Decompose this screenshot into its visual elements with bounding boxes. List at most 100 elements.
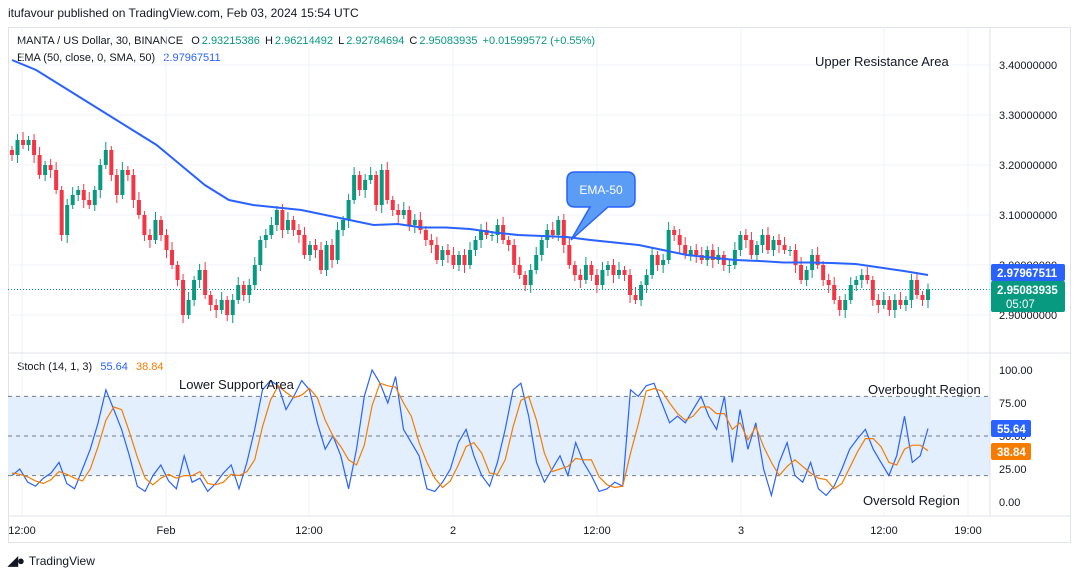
candle-body	[81, 190, 86, 200]
candle-body	[319, 250, 324, 270]
candle-body	[390, 200, 395, 210]
candle-body	[363, 180, 368, 190]
candle-body	[705, 250, 710, 260]
candle-body	[782, 245, 787, 250]
change-value: +0.01599572 (+0.55%)	[482, 35, 596, 47]
price-axis[interactable]: 3.40000000 3.30000000 3.20000000 3.10000000…	[999, 60, 1057, 322]
candle-body	[401, 210, 406, 215]
candle-body	[456, 255, 461, 265]
candle-body	[48, 165, 53, 170]
candle-body	[821, 265, 826, 280]
stoch-label[interactable]: Stoch (14, 1, 3)	[17, 361, 93, 373]
candle-body	[594, 275, 599, 285]
time-tick-label: 2	[450, 525, 456, 537]
candle-body	[506, 240, 511, 245]
candle-body	[65, 205, 70, 235]
candle-body	[70, 195, 75, 205]
candle-body	[225, 300, 230, 315]
ema-label[interactable]: EMA (50, close, 0, SMA, 50)	[17, 52, 156, 64]
candle-body	[473, 240, 478, 250]
candle-body	[396, 210, 401, 215]
candle-body	[59, 190, 64, 235]
high-label: H	[264, 35, 273, 47]
low-label: L	[338, 35, 345, 47]
stoch-k-line	[11, 368, 929, 498]
open-label: O	[191, 35, 200, 47]
candle-body	[120, 170, 125, 195]
candle-body	[777, 240, 782, 245]
overbought-label: Overbought Region	[868, 382, 981, 397]
footer-brand[interactable]: ◢● TradingView	[8, 553, 95, 569]
candle-body	[578, 275, 583, 280]
candle-body	[197, 270, 202, 280]
candle-body	[407, 210, 412, 225]
candle-body	[512, 245, 517, 265]
candle-body	[534, 255, 539, 270]
candle-body	[600, 270, 605, 285]
upper-resistance-label: Upper Resistance Area	[815, 54, 949, 69]
candle-body	[650, 255, 655, 275]
time-axis[interactable]: 12:00 Feb 12:00 2 12:00 3 12:00 19:00	[8, 525, 982, 537]
candle-body	[738, 235, 743, 250]
candle-body	[385, 170, 390, 200]
candle-body	[589, 265, 594, 275]
candle-body	[616, 270, 621, 275]
candle-body	[451, 255, 456, 265]
price-legend: MANTA / US Dollar, 30, BINANCE O 2.932153…	[17, 35, 597, 47]
candle-body	[572, 265, 577, 275]
candle-body	[903, 300, 908, 305]
candle-body	[567, 245, 572, 265]
candle-body	[368, 175, 373, 180]
candle-body	[539, 240, 544, 255]
candle-body	[672, 230, 677, 235]
candle-body	[743, 235, 748, 240]
candle-body	[352, 175, 357, 200]
candle-body	[495, 225, 500, 235]
candle-body	[285, 220, 290, 230]
candle-body	[296, 230, 301, 235]
candle-body	[241, 285, 246, 295]
candle-body	[175, 265, 180, 280]
candle-body	[54, 170, 59, 190]
candle-body	[324, 245, 329, 270]
candle-body	[865, 275, 870, 280]
candle-body	[26, 140, 31, 145]
candle-body	[125, 170, 130, 175]
candle-body	[92, 190, 97, 205]
candle-body	[479, 230, 484, 240]
candle-body	[412, 220, 417, 225]
candle-body	[263, 235, 268, 240]
candle-body	[252, 265, 257, 285]
candle-body	[881, 300, 886, 305]
brand-label: TradingView	[28, 554, 95, 568]
stoch-tick-label: 25.00	[999, 464, 1027, 476]
time-tick-label: 19:00	[954, 525, 982, 537]
candle-body	[694, 250, 699, 255]
price-tag-text: 2.95083935	[997, 285, 1058, 297]
candle-body	[926, 289, 930, 300]
candle-body	[98, 165, 103, 190]
candle-body	[727, 265, 732, 266]
symbol-label[interactable]: MANTA / US Dollar, 30, BINANCE	[17, 35, 184, 47]
candle-body	[771, 240, 776, 250]
candle-body	[887, 300, 892, 310]
candle-body	[677, 235, 682, 245]
stoch-k-tag-text: 55.64	[997, 424, 1026, 436]
candle-body	[258, 240, 263, 265]
price-tick-label: 3.30000000	[999, 110, 1057, 122]
stoch-legend: Stoch (14, 1, 3) 55.64 38.84	[17, 361, 166, 373]
candle-body	[633, 295, 638, 300]
candle-body	[799, 265, 804, 280]
time-tick-label: 12:00	[295, 525, 323, 537]
candle-body	[765, 235, 770, 250]
candle-body	[379, 170, 384, 205]
candle-body	[76, 190, 81, 195]
candle-body	[666, 230, 671, 260]
candle-body	[490, 235, 495, 236]
time-tick-label: 12:00	[870, 525, 898, 537]
candle-body	[440, 250, 445, 260]
candle-body	[307, 245, 312, 255]
candle-body	[43, 165, 48, 175]
candle-body	[103, 150, 108, 165]
